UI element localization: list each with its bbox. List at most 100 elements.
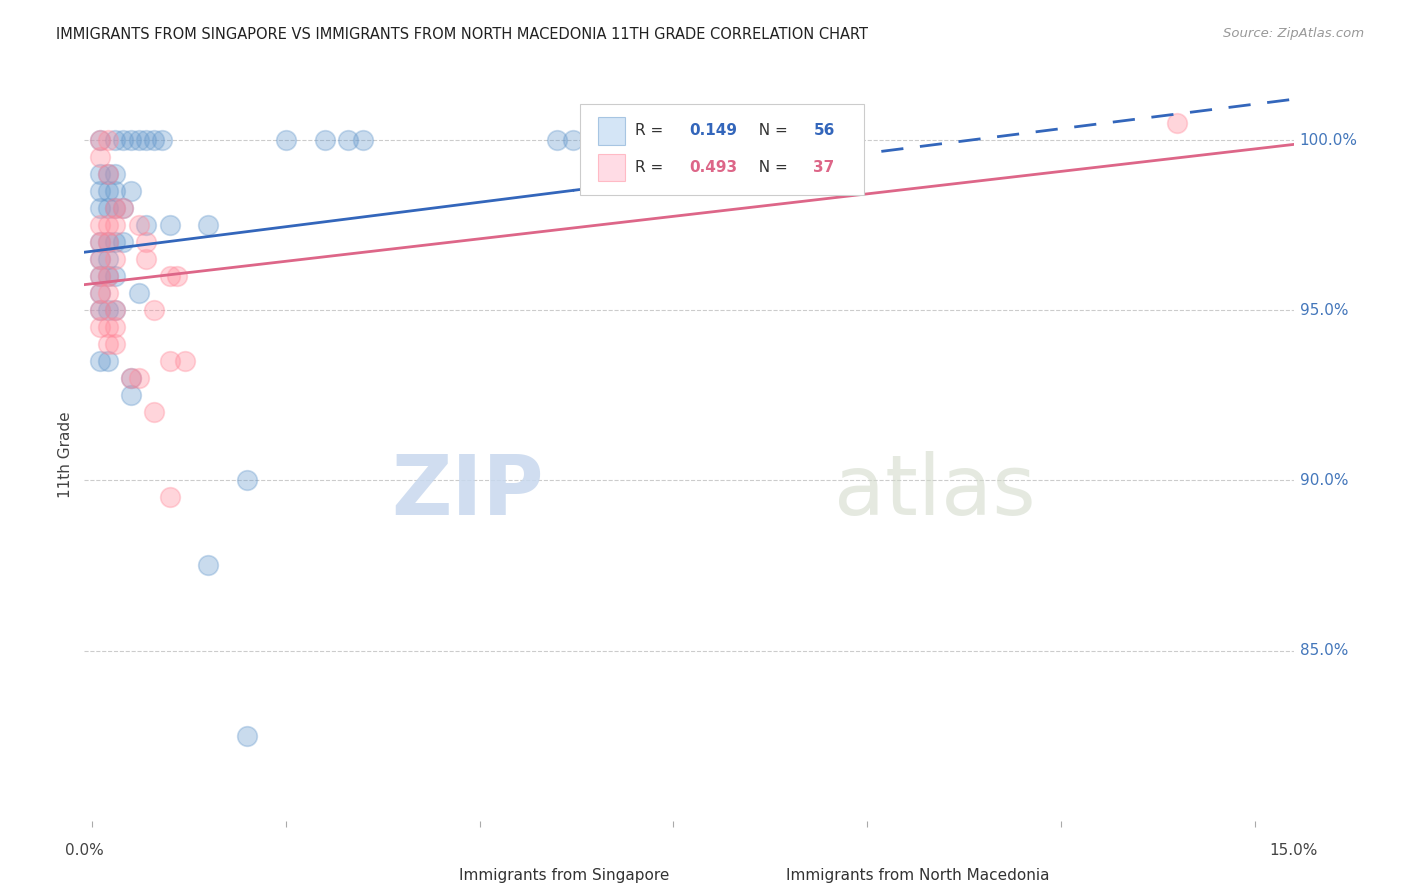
Point [104,303,127,318]
Point [89,252,111,267]
Point [97,269,120,284]
Point [97,167,120,181]
Text: 0.149: 0.149 [689,123,737,138]
Point [159,491,181,505]
Text: 15.0%: 15.0% [1270,843,1317,857]
Point [120,371,142,385]
Point [89,286,111,301]
Text: Source: ZipAtlas.com: Source: ZipAtlas.com [1223,27,1364,40]
Point [89,303,111,318]
Point [97,286,120,301]
Point [89,354,111,368]
Point [89,269,111,284]
Text: 95.0%: 95.0% [1299,302,1348,318]
Point [104,303,127,318]
Point [97,235,120,250]
Point [314,133,336,147]
Point [197,219,219,233]
FancyBboxPatch shape [581,103,865,195]
Point [120,133,142,147]
Text: Immigrants from North Macedonia: Immigrants from North Macedonia [786,868,1049,883]
Point [143,133,166,147]
Point [89,269,111,284]
Point [104,235,127,250]
Point [135,252,157,267]
Point [104,320,127,334]
Point [104,201,127,215]
Text: R =: R = [634,123,668,138]
Point [89,219,111,233]
Point [143,405,166,419]
Point [97,252,120,267]
Point [97,354,120,368]
FancyBboxPatch shape [599,153,624,181]
FancyBboxPatch shape [749,863,776,892]
Point [89,167,111,181]
Point [274,133,297,147]
Point [104,219,127,233]
Point [89,133,111,147]
Text: 100.0%: 100.0% [1299,133,1358,148]
Point [120,388,142,402]
Point [174,354,197,368]
Point [89,235,111,250]
Text: 85.0%: 85.0% [1299,643,1348,658]
Point [135,133,157,147]
Point [104,337,127,351]
Point [197,558,219,573]
Point [89,303,111,318]
Point [89,184,111,198]
Point [561,133,583,147]
Text: N =: N = [749,123,793,138]
Point [89,286,111,301]
Point [143,303,166,318]
Text: Immigrants from Singapore: Immigrants from Singapore [460,868,669,883]
Point [546,133,568,147]
Point [236,474,259,488]
Text: 0.493: 0.493 [689,160,737,175]
Point [135,235,157,250]
Point [89,150,111,164]
Point [128,219,150,233]
Point [89,320,111,334]
Point [97,320,120,334]
Point [1166,116,1188,130]
Point [97,337,120,351]
Point [128,371,150,385]
Point [112,235,135,250]
Y-axis label: 11th Grade: 11th Grade [58,411,73,499]
Point [120,184,142,198]
Point [159,269,181,284]
Point [159,354,181,368]
Point [128,133,150,147]
Point [112,201,135,215]
Point [352,133,374,147]
Point [336,133,359,147]
Text: 37: 37 [814,160,835,175]
Point [159,219,181,233]
Point [120,371,142,385]
Point [97,269,120,284]
Text: IMMIGRANTS FROM SINGAPORE VS IMMIGRANTS FROM NORTH MACEDONIA 11TH GRADE CORRELAT: IMMIGRANTS FROM SINGAPORE VS IMMIGRANTS … [56,27,869,42]
Point [97,219,120,233]
Point [89,201,111,215]
Point [89,252,111,267]
Point [135,219,157,233]
Point [104,167,127,181]
Point [236,729,259,743]
Point [112,133,135,147]
FancyBboxPatch shape [423,863,450,892]
Point [104,201,127,215]
Text: atlas: atlas [834,451,1036,532]
Point [166,269,188,284]
Point [97,184,120,198]
Point [97,201,120,215]
Text: R =: R = [634,160,668,175]
Point [104,184,127,198]
Text: N =: N = [749,160,793,175]
Text: 56: 56 [814,123,835,138]
Point [128,286,150,301]
Point [104,133,127,147]
Point [97,133,120,147]
Point [89,235,111,250]
